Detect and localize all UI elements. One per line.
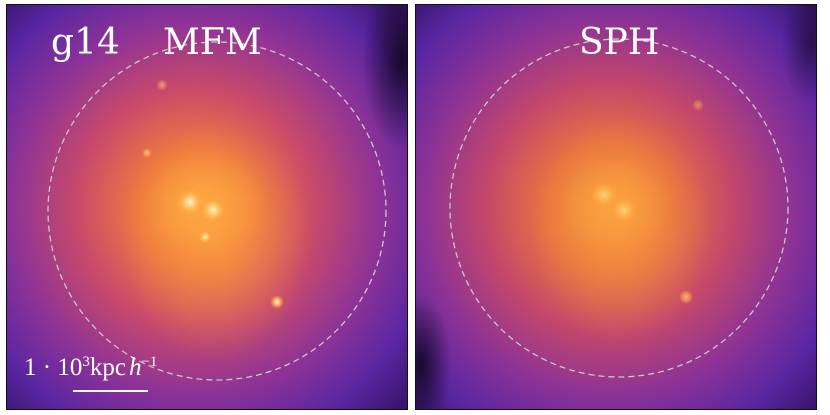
method-label-sph: SPH [579,22,660,63]
galaxy-label: g14 [51,22,120,63]
panel-sph: SPH [415,4,817,410]
panel-mfm: g14 MFM 1 · 103kpc h−1 [6,4,408,410]
scale-bar [73,390,148,392]
method-label-mfm: MFM [163,22,262,63]
density-map-sph [416,5,816,409]
scale-label: 1 · 103kpc h−1 [24,354,158,381]
density-map-mfm [7,5,407,409]
